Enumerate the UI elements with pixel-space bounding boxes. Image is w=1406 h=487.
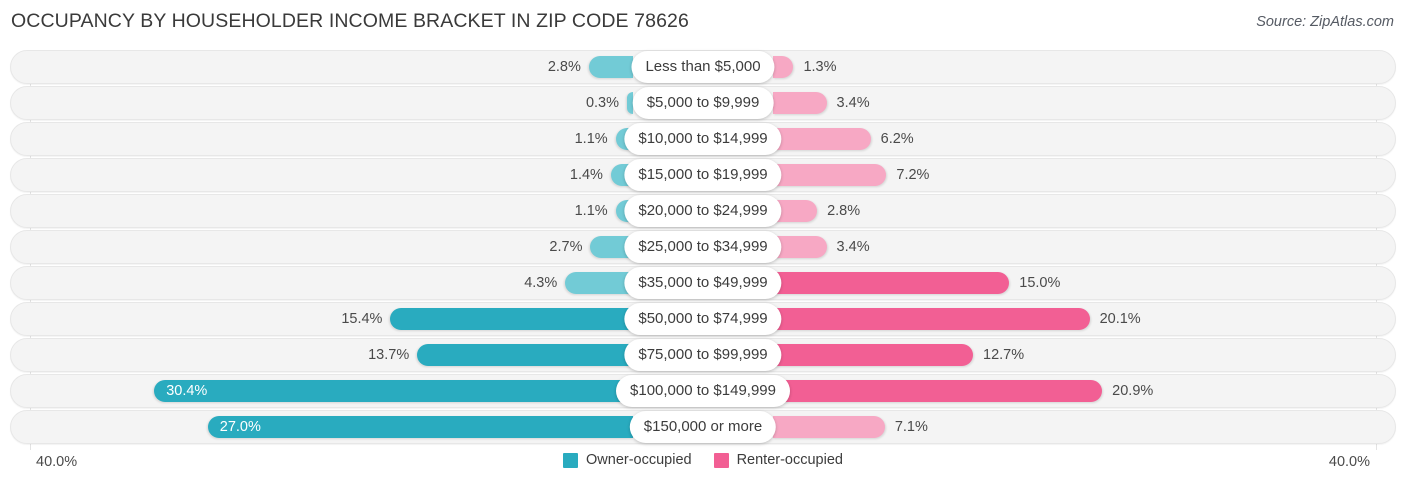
category-label: $10,000 to $14,999 — [624, 123, 782, 155]
category-label: $20,000 to $24,999 — [624, 195, 782, 227]
chart-header: OCCUPANCY BY HOUSEHOLDER INCOME BRACKET … — [0, 0, 1406, 45]
bar-owner-occupied[interactable] — [627, 92, 633, 114]
value-label-renter-occupied: 20.9% — [1112, 383, 1154, 399]
value-label-renter-occupied: 6.2% — [880, 131, 914, 147]
value-label-renter-occupied: 3.4% — [836, 95, 870, 111]
chart-row: 30.4% 20.9% $100,000 to $149,999 — [0, 374, 1406, 410]
axis-label-left: 40.0% — [36, 454, 78, 470]
bar-renter-occupied[interactable] — [773, 344, 974, 366]
bar-owner-occupied[interactable] — [565, 272, 633, 294]
bar-renter-occupied[interactable] — [773, 92, 827, 114]
bar-renter-occupied[interactable] — [773, 164, 887, 186]
chart-row: 1.1% 2.8% $20,000 to $24,999 — [0, 194, 1406, 230]
bar-renter-occupied[interactable] — [773, 416, 885, 438]
chart-footer: 40.0% 40.0% Owner-occupied Renter-occupie… — [0, 446, 1406, 487]
category-label: Less than $5,000 — [631, 51, 775, 83]
chart-row: 1.1% 6.2% $10,000 to $14,999 — [0, 122, 1406, 158]
bar-owner-occupied[interactable] — [207, 416, 633, 438]
value-label-renter-occupied: 12.7% — [983, 347, 1025, 363]
value-label-owner-occupied: 27.0% — [219, 419, 261, 435]
legend-swatch-icon — [563, 452, 578, 468]
value-label-renter-occupied: 7.2% — [896, 167, 930, 183]
bar-owner-occupied[interactable] — [154, 380, 633, 402]
page-title: OCCUPANCY BY HOUSEHOLDER INCOME BRACKET … — [11, 10, 689, 32]
legend-label: Renter-occupied — [736, 452, 843, 468]
value-label-renter-occupied: 2.8% — [827, 203, 861, 219]
chart-row: 4.3% 15.0% $35,000 to $49,999 — [0, 266, 1406, 302]
source-attribution: Source: ZipAtlas.com — [1256, 14, 1394, 30]
bar-renter-occupied[interactable] — [773, 128, 871, 150]
value-label-owner-occupied: 30.4% — [166, 383, 208, 399]
category-label: $75,000 to $99,999 — [624, 339, 782, 371]
bar-renter-occupied[interactable] — [773, 56, 794, 78]
value-label-owner-occupied: 4.3% — [524, 275, 558, 291]
category-label: $50,000 to $74,999 — [624, 303, 782, 335]
axis-label-right: 40.0% — [1328, 454, 1370, 470]
bar-renter-occupied[interactable] — [773, 380, 1103, 402]
value-label-owner-occupied: 1.4% — [569, 167, 603, 183]
value-label-renter-occupied: 7.1% — [894, 419, 928, 435]
bar-owner-occupied[interactable] — [390, 308, 633, 330]
category-label: $100,000 to $149,999 — [616, 375, 790, 407]
chart-legend: Owner-occupied Renter-occupied — [0, 452, 1406, 468]
value-label-owner-occupied: 2.8% — [547, 59, 581, 75]
value-label-owner-occupied: 2.7% — [549, 239, 583, 255]
chart-row: 1.4% 7.2% $15,000 to $19,999 — [0, 158, 1406, 194]
legend-item[interactable]: Renter-occupied — [713, 452, 843, 468]
bar-owner-occupied[interactable] — [417, 344, 633, 366]
chart-row: 2.7% 3.4% $25,000 to $34,999 — [0, 230, 1406, 266]
legend-label: Owner-occupied — [586, 452, 692, 468]
category-label: $35,000 to $49,999 — [624, 267, 782, 299]
bar-renter-occupied[interactable] — [773, 236, 827, 258]
value-label-owner-occupied: 13.7% — [368, 347, 410, 363]
legend-swatch-icon — [713, 452, 729, 468]
chart-row: 2.8% 1.3% Less than $5,000 — [0, 50, 1406, 86]
chart-row: 27.0% 7.1% $150,000 or more — [0, 410, 1406, 446]
chart-row: 13.7% 12.7% $75,000 to $99,999 — [0, 338, 1406, 374]
category-label: $150,000 or more — [629, 411, 777, 443]
bar-renter-occupied[interactable] — [773, 200, 818, 222]
category-label: $25,000 to $34,999 — [624, 231, 782, 263]
value-label-renter-occupied: 1.3% — [803, 59, 837, 75]
bar-renter-occupied[interactable] — [773, 308, 1090, 330]
bar-owner-occupied[interactable] — [590, 236, 633, 258]
value-label-owner-occupied: 1.1% — [574, 131, 608, 147]
value-label-owner-occupied: 1.1% — [574, 203, 608, 219]
category-label: $5,000 to $9,999 — [632, 87, 774, 119]
value-label-renter-occupied: 3.4% — [836, 239, 870, 255]
legend-item[interactable]: Owner-occupied — [563, 452, 692, 468]
chart-row: 15.4% 20.1% $50,000 to $74,999 — [0, 302, 1406, 338]
category-label: $15,000 to $19,999 — [624, 159, 782, 191]
bar-owner-occupied[interactable] — [588, 56, 633, 78]
bar-renter-occupied[interactable] — [773, 272, 1010, 294]
chart-plot-area: 2.8% 1.3% Less than $5,000 0.3% 3.4% $5,000 t… — [0, 50, 1406, 450]
value-label-renter-occupied: 15.0% — [1019, 275, 1061, 291]
value-label-owner-occupied: 0.3% — [585, 95, 619, 111]
value-label-renter-occupied: 20.1% — [1099, 311, 1141, 327]
chart-row: 0.3% 3.4% $5,000 to $9,999 — [0, 86, 1406, 122]
value-label-owner-occupied: 15.4% — [341, 311, 383, 327]
